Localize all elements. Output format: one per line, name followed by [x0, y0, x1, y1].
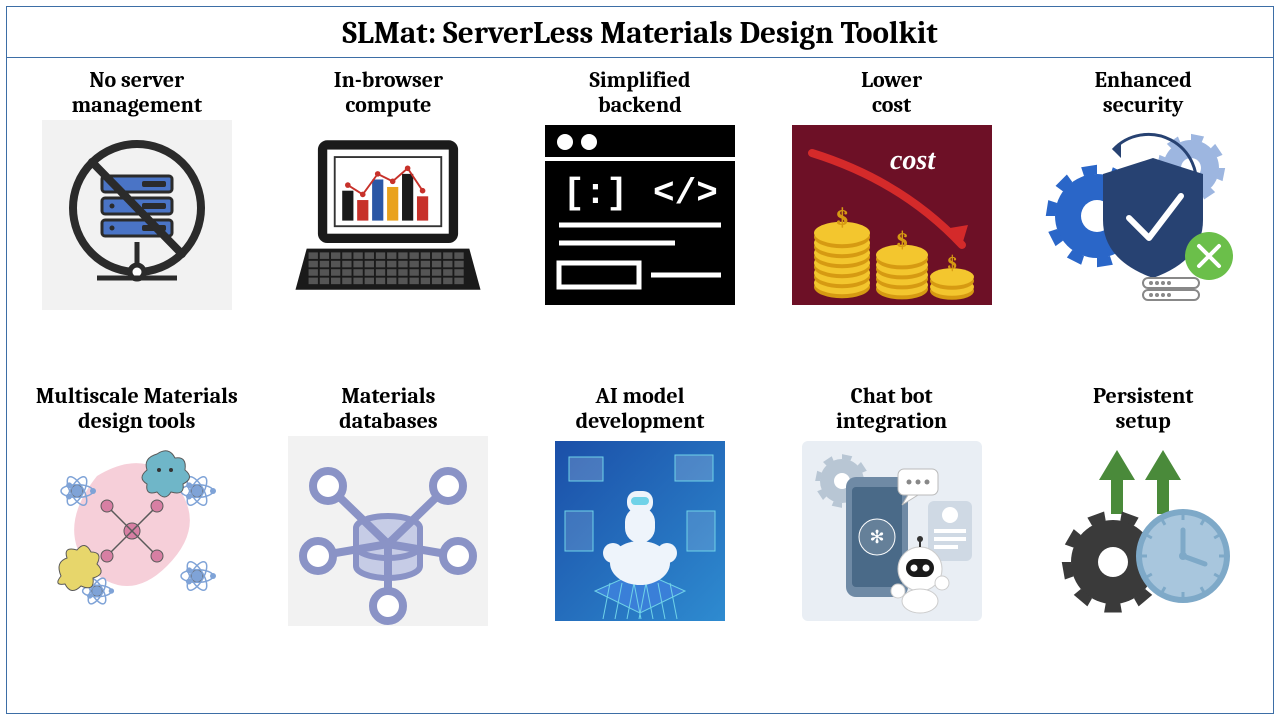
feature-chatbot: Chat bot integration ✻	[770, 384, 1014, 682]
feature-grid: No server management In-browser compute Si…	[7, 58, 1273, 698]
feature-ai: AI model development	[518, 384, 762, 682]
ai-icon	[540, 436, 740, 626]
feature-multiscale: Multiscale Materials design tools	[15, 384, 259, 682]
feature-label: Enhanced security	[1091, 68, 1196, 120]
multiscale-icon	[37, 436, 237, 626]
feature-backend: Simplified backend [:] </>	[518, 68, 762, 366]
svg-text:</>: </>	[653, 173, 718, 214]
backend-icon: [:] </>	[540, 120, 740, 310]
infographic-frame: SLMat: ServerLess Materials Design Toolk…	[6, 6, 1274, 714]
feature-in-browser: In-browser compute	[267, 68, 511, 366]
feature-databases: Materials databases	[267, 384, 511, 682]
feature-cost: Lower costcost $ $ $	[770, 68, 1014, 366]
no-server-icon	[37, 120, 237, 310]
feature-label: Simplified backend	[586, 68, 695, 120]
svg-text:$: $	[946, 252, 957, 275]
feature-label: No server management	[68, 68, 206, 120]
svg-text:[:]: [:]	[563, 173, 628, 214]
svg-text:cost: cost	[890, 145, 936, 176]
persistent-icon	[1043, 436, 1243, 626]
security-icon	[1043, 120, 1243, 310]
page-title: SLMat: ServerLess Materials Design Toolk…	[7, 7, 1273, 58]
feature-security: Enhanced security	[1021, 68, 1265, 366]
chatbot-icon: ✻	[792, 436, 992, 626]
cost-icon: cost $ $ $	[792, 120, 992, 310]
feature-no-server: No server management	[15, 68, 259, 366]
feature-label: Lower cost	[857, 68, 926, 120]
in-browser-icon	[288, 120, 488, 310]
svg-text:✻: ✻	[869, 527, 884, 548]
feature-label: Materials databases	[335, 384, 442, 436]
svg-text:$: $	[835, 204, 849, 233]
feature-label: Multiscale Materials design tools	[32, 384, 242, 436]
feature-label: Persistent setup	[1089, 384, 1197, 436]
svg-text:$: $	[895, 227, 908, 254]
feature-label: In-browser compute	[330, 68, 447, 120]
feature-label: AI model development	[572, 384, 709, 436]
feature-label: Chat bot integration	[832, 384, 951, 436]
feature-persistent: Persistent setup	[1021, 384, 1265, 682]
databases-icon	[288, 436, 488, 626]
